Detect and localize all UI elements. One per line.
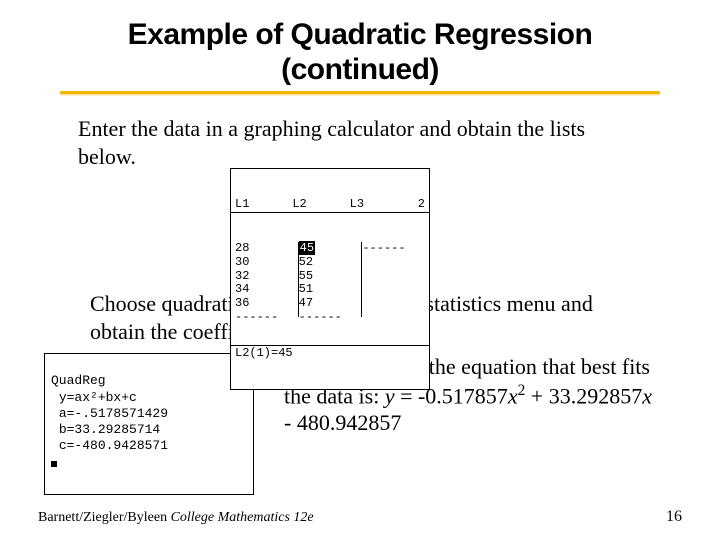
quadreg-c: c=-480.9428571: [59, 438, 168, 453]
quadreg-title: QuadReg: [51, 373, 106, 388]
list-header-idx: 2: [407, 198, 425, 212]
list-status: L2(1)=45: [231, 345, 429, 362]
list-header-l2: L2: [292, 198, 349, 212]
list-header-l1: L1: [235, 198, 292, 212]
list-col-l1: 28 30 32 34 36 ------: [235, 242, 299, 317]
quadreg-a: a=-.5178571429: [59, 406, 168, 421]
title-line1: Example of Quadratic Regression: [128, 18, 593, 51]
title-line2: (continued): [281, 53, 439, 86]
list-col-l3: ------: [362, 242, 425, 317]
page-number: 16: [666, 508, 682, 526]
footer-attribution: Barnett/Ziegler/Byleen College Mathemati…: [38, 510, 314, 526]
slide-title: Example of Quadratic Regression (continu…: [40, 18, 680, 87]
calculator-list-screen: L1 L2 L3 2 28 30 32 34 36 ------ 45 52 5…: [230, 168, 430, 390]
list-header-l3: L3: [350, 198, 407, 212]
list-col-l2: 45 52 55 51 47 ------: [299, 242, 363, 317]
intro-text-1: Enter the data in a graphing calculator …: [78, 115, 642, 170]
cursor-icon: [51, 461, 57, 467]
calculator-quadreg-screen: QuadReg y=ax²+bx+c a=-.5178571429 b=33.2…: [44, 353, 254, 495]
title-underline: [60, 91, 660, 97]
quadreg-b: b=33.29285714: [59, 422, 160, 437]
quadreg-eq: y=ax²+bx+c: [59, 390, 137, 405]
